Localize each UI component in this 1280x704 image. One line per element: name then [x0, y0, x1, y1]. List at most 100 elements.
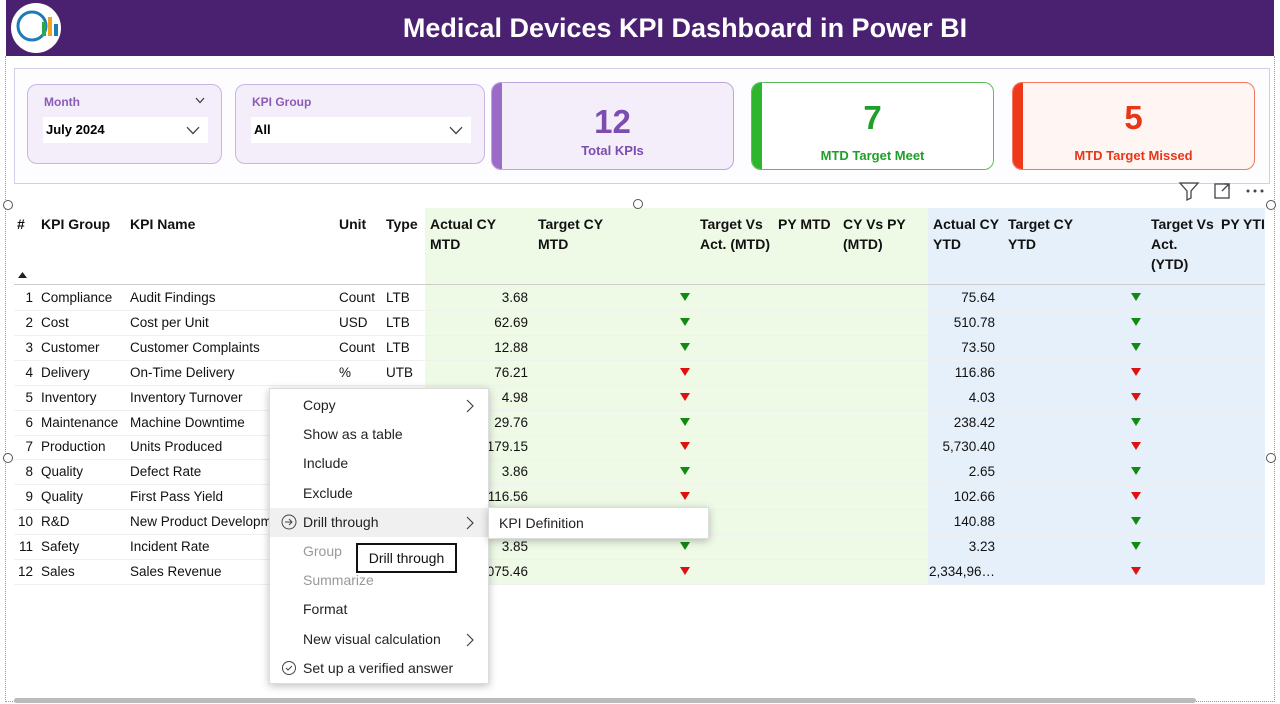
cell-actual-mtd: 76.21	[494, 364, 528, 380]
resize-handle[interactable]	[1266, 453, 1276, 463]
menu-item[interactable]: Set up a verified answer	[270, 654, 488, 683]
row-divider	[14, 409, 1265, 411]
column-header[interactable]: Target Vs Act. (MTD)	[700, 216, 770, 252]
column-header[interactable]: KPI Group	[41, 216, 111, 232]
menu-item-label: Include	[303, 455, 349, 472]
slicer-dropdown[interactable]: July 2024	[43, 117, 208, 143]
kpi-card: 5 MTD Target Missed	[1012, 82, 1255, 170]
cell-n: 5	[25, 389, 33, 405]
column-header[interactable]: Actual CY YTD	[933, 216, 999, 252]
resize-handle[interactable]	[3, 453, 13, 463]
menu-item-label: Summarize	[303, 572, 374, 589]
cell-name: New Product Developm	[130, 514, 272, 530]
card-value: 7	[863, 99, 882, 136]
cell-actual-mtd: 12.88	[494, 339, 528, 355]
card-accent	[752, 83, 762, 169]
card-label: MTD Target Missed	[1074, 148, 1193, 163]
column-header[interactable]: PY MTD	[778, 216, 831, 232]
resize-handle[interactable]	[633, 199, 643, 209]
menu-item-label: Show as a table	[303, 426, 403, 443]
slicer-label: KPI Group	[252, 95, 312, 109]
menu-item[interactable]: Exclude	[270, 479, 488, 508]
cell-actual-ytd: 3.23	[968, 539, 995, 554]
cell-group: Delivery	[41, 364, 90, 380]
menu-item[interactable]: New visual calculation	[270, 625, 488, 654]
cell-actual-ytd: 2,334,96…	[928, 563, 995, 579]
column-header[interactable]: Target CY MTD	[538, 216, 603, 252]
status-arrow	[680, 442, 690, 451]
cell-actual-ytd: 102.66	[953, 489, 995, 505]
status-arrow	[680, 367, 690, 376]
menu-item: Summarize	[270, 566, 488, 595]
slicer[interactable]: KPI Group All	[235, 84, 485, 164]
menu-icon	[282, 660, 296, 675]
cell-actual-ytd: 510.78	[953, 314, 995, 330]
slicer[interactable]: Month July 2024	[27, 84, 222, 164]
column-header[interactable]: Unit	[339, 216, 367, 232]
sort-icon[interactable]	[17, 270, 29, 280]
status-arrow	[1131, 367, 1141, 376]
chevron	[186, 126, 200, 135]
submenu-chevron	[466, 516, 474, 530]
menu-item[interactable]: Show as a table	[270, 420, 488, 449]
cell-n: 4	[25, 364, 33, 380]
row-divider	[14, 310, 1265, 311]
status-arrow	[680, 392, 690, 401]
column-header[interactable]: Target Vs Act. (YTD)	[1151, 216, 1214, 272]
cell-type: LTB	[386, 290, 410, 305]
cell-name: Audit Findings	[130, 290, 216, 305]
menu-item[interactable]: Drill through	[270, 507, 488, 537]
column-header[interactable]: #	[17, 216, 25, 232]
menu-item[interactable]: Copy	[270, 391, 488, 420]
resize-handle[interactable]	[1266, 200, 1276, 210]
menu-item[interactable]: Format	[270, 595, 488, 624]
cell-name: Incident Rate	[130, 539, 210, 554]
table-visual: # KPI Group KPI Name Unit Type Actual CY MTD T…	[14, 208, 1265, 692]
kpi-card: 12 Total KPIs	[491, 82, 734, 170]
status-arrow	[1131, 467, 1141, 476]
menu-item-label: Exclude	[303, 484, 353, 501]
column-header[interactable]: Actual CY MTD	[430, 216, 496, 252]
header-divider	[14, 284, 1265, 285]
column-header[interactable]: Type	[386, 216, 418, 232]
status-arrow	[1131, 517, 1141, 526]
submenu-chevron	[466, 633, 474, 647]
row-divider	[14, 484, 1265, 486]
resize-handle[interactable]	[3, 200, 13, 210]
logo	[11, 3, 61, 53]
status-arrow	[680, 417, 690, 426]
status-arrow	[1131, 317, 1141, 326]
cell-n: 8	[25, 464, 33, 480]
column-header[interactable]: PY YTI	[1221, 216, 1265, 232]
column-header[interactable]: KPI Name	[130, 216, 196, 232]
cell-n: 7	[25, 439, 33, 455]
menu-item-label: Group	[303, 543, 342, 559]
status-arrow	[680, 467, 690, 476]
status-arrow	[680, 317, 690, 326]
card-value: 12	[594, 103, 631, 140]
cell-name: Customer Complaints	[130, 339, 260, 355]
cell-type: LTB	[386, 314, 410, 330]
menu-item-label: Copy	[303, 397, 336, 413]
column-header[interactable]: Target CY YTD	[1008, 216, 1073, 252]
chevron	[195, 97, 205, 104]
cell-type: UTB	[386, 364, 413, 380]
status-arrow	[1131, 566, 1141, 575]
ytd-band	[928, 208, 1265, 585]
cell-actual-mtd: 3.86	[501, 464, 528, 480]
row-divider	[14, 559, 1265, 560]
submenu-item[interactable]: KPI Definition	[488, 507, 709, 539]
column-header[interactable]: CY Vs PY (MTD)	[843, 216, 906, 252]
menu-item[interactable]: Include	[270, 449, 488, 478]
status-arrow	[1131, 492, 1141, 501]
cell-actual-mtd: 62.69	[494, 314, 528, 330]
cell-actual-ytd: 73.50	[961, 339, 995, 355]
submenu-chevron	[466, 399, 474, 413]
visual-header-icons[interactable]	[1176, 180, 1272, 202]
slicer-dropdown[interactable]: All	[251, 117, 471, 143]
cell-n: 6	[25, 414, 33, 430]
status-arrow	[680, 492, 690, 501]
scrollbar[interactable]	[14, 698, 1196, 703]
menu-item-label: New visual calculation	[303, 630, 441, 647]
